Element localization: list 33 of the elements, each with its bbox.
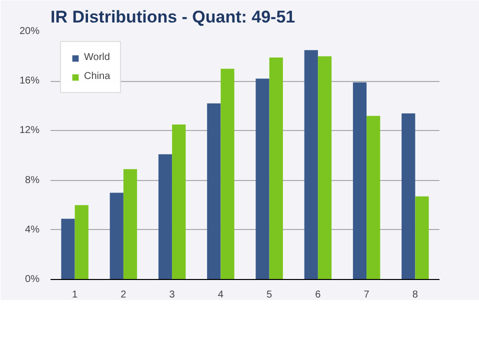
bar — [61, 218, 75, 280]
y-tick-label: 0% — [25, 274, 40, 285]
bar — [207, 103, 221, 280]
x-tick-label: 5 — [266, 290, 273, 300]
x-tick-label: 8 — [412, 290, 418, 300]
x-tick-label: 1 — [72, 290, 78, 300]
bar — [415, 196, 429, 280]
bar — [256, 78, 270, 280]
y-tick-label: 8% — [25, 174, 40, 186]
bar — [318, 56, 332, 280]
x-tick-label: 2 — [120, 290, 127, 300]
x-tick-label: 4 — [218, 290, 224, 300]
chart-title: IR Distributions - Quant: 49-51 — [50, 8, 296, 26]
bar — [110, 192, 124, 280]
bar — [269, 58, 283, 280]
bar — [220, 68, 234, 280]
x-tick-label: 3 — [169, 290, 176, 300]
y-tick-label: 20% — [19, 26, 40, 37]
bar — [158, 154, 172, 280]
x-tick-label: 7 — [364, 290, 370, 300]
bar — [123, 169, 138, 280]
legend-label: World — [84, 52, 110, 63]
y-tick-label: 12% — [19, 125, 40, 136]
bar — [304, 50, 318, 280]
bar — [352, 82, 367, 280]
legend-label: China — [84, 71, 110, 82]
bar — [366, 116, 380, 280]
bar — [74, 205, 88, 280]
bar — [172, 124, 186, 280]
y-tick-label: 16% — [19, 76, 40, 87]
y-tick-label: 4% — [25, 224, 40, 236]
x-tick-label: 6 — [315, 290, 322, 300]
bar — [402, 113, 416, 280]
